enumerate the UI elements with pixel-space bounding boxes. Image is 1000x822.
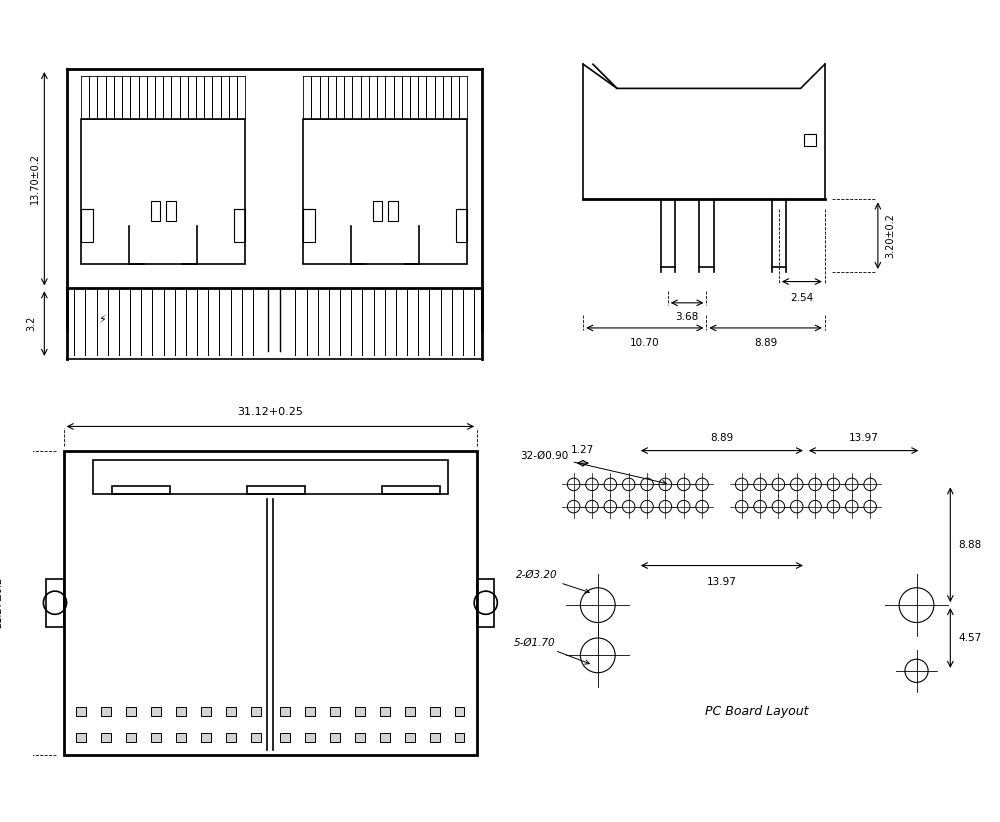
Text: 3.2: 3.2	[27, 316, 37, 331]
Bar	[455, 707, 464, 716]
Text: ⚡: ⚡	[98, 315, 106, 325]
Bar	[305, 707, 315, 716]
Bar	[151, 732, 161, 742]
Text: 8.89: 8.89	[754, 338, 777, 348]
Bar	[251, 732, 261, 742]
Text: 21.27±0.2: 21.27±0.2	[0, 577, 3, 628]
Bar	[280, 707, 290, 716]
Bar	[477, 579, 494, 627]
Bar	[456, 209, 467, 242]
Bar	[382, 487, 440, 494]
Bar	[126, 732, 136, 742]
Bar	[166, 201, 176, 221]
Text: 10.70: 10.70	[630, 338, 660, 348]
Text: 4.57: 4.57	[958, 633, 981, 643]
Bar	[46, 579, 64, 627]
Bar	[405, 707, 415, 716]
Bar	[234, 209, 245, 242]
Bar	[355, 707, 365, 716]
Bar	[201, 732, 211, 742]
Bar	[388, 201, 398, 221]
Bar	[101, 707, 111, 716]
Text: 1.27: 1.27	[571, 446, 594, 455]
Text: 3.20±0.2: 3.20±0.2	[886, 213, 896, 258]
Bar	[126, 707, 136, 716]
Text: 13.97: 13.97	[849, 433, 879, 443]
Bar	[76, 707, 86, 716]
Bar	[430, 707, 440, 716]
Bar	[81, 209, 93, 242]
Bar	[380, 732, 390, 742]
Bar	[64, 450, 477, 755]
Bar	[176, 732, 186, 742]
Text: 31.12+0.25: 31.12+0.25	[237, 407, 303, 417]
Text: 32-Ø0.90: 32-Ø0.90	[521, 450, 666, 485]
Bar	[201, 707, 211, 716]
Bar	[176, 707, 186, 716]
Bar	[430, 732, 440, 742]
Bar	[76, 732, 86, 742]
Bar	[226, 707, 236, 716]
Text: 13.70±0.2: 13.70±0.2	[30, 153, 40, 204]
Text: 8.88: 8.88	[958, 540, 981, 550]
Bar	[355, 732, 365, 742]
Bar	[373, 201, 382, 221]
Bar	[280, 732, 290, 742]
Bar	[804, 134, 816, 146]
Text: PC Board Layout: PC Board Layout	[705, 705, 809, 718]
Bar	[330, 732, 340, 742]
Bar	[330, 707, 340, 716]
Bar	[305, 732, 315, 742]
Bar	[247, 487, 305, 494]
Text: 2-Ø3.20: 2-Ø3.20	[516, 570, 589, 593]
Text: 3.68: 3.68	[675, 312, 699, 322]
Text: 2.54: 2.54	[790, 293, 813, 303]
Text: 5-Ø1.70: 5-Ø1.70	[514, 638, 589, 664]
Bar	[405, 732, 415, 742]
Text: 13.97: 13.97	[707, 577, 737, 587]
Bar	[380, 707, 390, 716]
Bar	[112, 487, 170, 494]
Bar	[93, 460, 448, 494]
Bar	[101, 732, 111, 742]
Bar	[303, 119, 467, 264]
Bar	[303, 209, 315, 242]
Text: 8.89: 8.89	[710, 433, 734, 443]
Bar	[226, 732, 236, 742]
Bar	[251, 707, 261, 716]
Bar	[151, 201, 160, 221]
Bar	[151, 707, 161, 716]
Bar	[81, 119, 245, 264]
Bar	[455, 732, 464, 742]
